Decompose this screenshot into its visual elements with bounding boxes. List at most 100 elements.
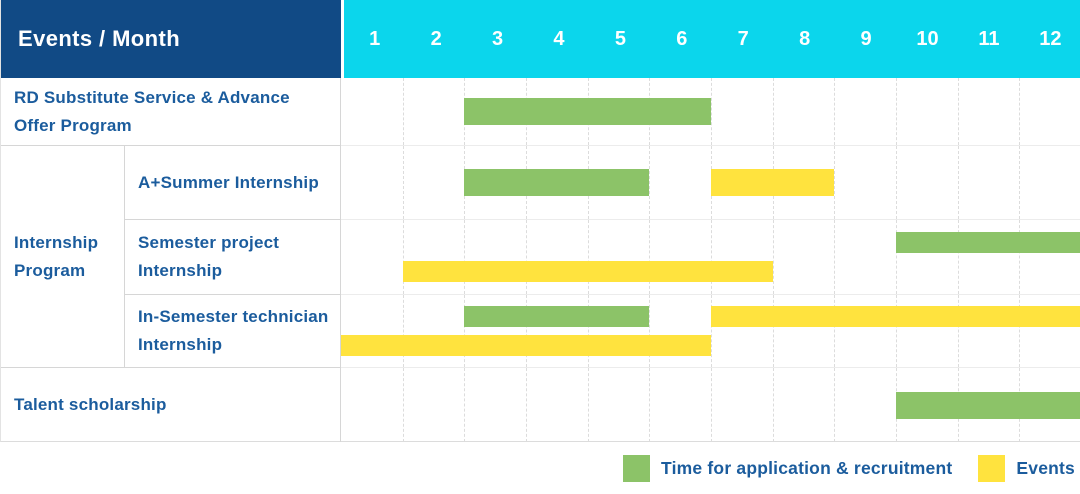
gantt-bar-application xyxy=(464,169,650,196)
row-label-semester-project-internship: Semester project Internship xyxy=(125,219,341,294)
legend-label-application: Time for application & recruitment xyxy=(661,457,953,478)
gantt-lanes xyxy=(341,295,1080,367)
month-gridline xyxy=(402,295,404,367)
gantt-lane xyxy=(341,391,1080,419)
month-gridline xyxy=(1019,78,1021,145)
month-gridline xyxy=(402,368,404,442)
month-gridline xyxy=(711,368,712,442)
month-gridline xyxy=(649,368,651,442)
month-gridline xyxy=(896,295,897,367)
gantt-bar-event xyxy=(711,169,835,196)
page-title: Events / Month xyxy=(18,26,181,51)
month-gridline xyxy=(649,146,651,219)
month-gridline xyxy=(1019,220,1021,294)
month-header-row: 1 2 3 4 5 6 7 8 9 10 11 12 xyxy=(341,0,1080,78)
gantt-lane xyxy=(341,306,1080,327)
month-gridline xyxy=(464,220,466,294)
gantt-lane xyxy=(341,98,1080,125)
month-gridline xyxy=(649,220,651,294)
gantt-lane xyxy=(341,169,1080,196)
month-header-cell: 11 xyxy=(978,27,1000,50)
legend-swatch-events-icon xyxy=(978,454,1006,482)
gantt-lanes xyxy=(341,78,1080,145)
month-gridline xyxy=(1019,146,1021,219)
legend-label-events: Events xyxy=(1016,457,1075,478)
month-gridline xyxy=(834,368,836,442)
month-gridline xyxy=(464,295,466,367)
row-label-text: Semester project Internship xyxy=(138,233,280,280)
events-table: Events / Month 1 2 3 4 5 6 7 8 9 10 11 12 RD Substi… xyxy=(0,0,1080,442)
gantt-bar-event xyxy=(711,306,1080,327)
month-gridline xyxy=(711,220,712,294)
row-label-rd-substitute-service: RD Substitute Service & Advance Offer Pr… xyxy=(1,78,341,145)
month-header-cell: 3 xyxy=(491,27,504,50)
month-gridline xyxy=(957,220,959,294)
gantt-bar-application xyxy=(896,391,1080,419)
chart-row-talent-scholarship xyxy=(341,367,1080,442)
chart-row-rd-substitute-service xyxy=(341,78,1080,145)
gantt-lane xyxy=(341,232,1080,253)
gantt-bar-application xyxy=(464,306,650,327)
gantt-bar-application xyxy=(464,98,711,125)
month-header-cell: 12 xyxy=(1039,27,1062,50)
month-header-cell: 10 xyxy=(916,27,939,50)
row-label-text: Talent scholarship xyxy=(14,395,167,414)
month-gridline xyxy=(772,368,774,442)
month-gridline xyxy=(896,146,897,219)
month-gridline xyxy=(834,78,836,145)
month-gridline xyxy=(834,220,836,294)
month-header-cell: 9 xyxy=(860,27,872,50)
month-gridline xyxy=(587,220,589,294)
gantt-lane xyxy=(341,335,1080,356)
month-header-cell: 4 xyxy=(553,27,565,50)
month-header-cell: 7 xyxy=(737,27,749,50)
month-header-cell: 5 xyxy=(614,27,626,50)
chart-row-semester-project-internship xyxy=(341,219,1080,294)
gantt-lanes xyxy=(341,368,1080,442)
legend: Time for application & recruitment Event… xyxy=(0,442,1080,494)
row-label-text: A+Summer Internship xyxy=(138,172,319,192)
month-gridline xyxy=(772,220,774,294)
row-label-a-summer-internship: A+Summer Internship xyxy=(125,145,341,219)
month-gridline xyxy=(711,295,712,367)
month-gridline xyxy=(772,78,774,145)
month-gridline xyxy=(834,295,836,367)
month-header-cell: 2 xyxy=(430,27,442,50)
month-gridline xyxy=(587,368,589,442)
month-gridline xyxy=(834,146,836,219)
month-gridline xyxy=(896,78,897,145)
month-header-cell: 8 xyxy=(799,27,811,50)
chart-row-a-summer-internship xyxy=(341,145,1080,219)
gantt-bar-event xyxy=(341,335,711,356)
month-gridline xyxy=(1019,295,1021,367)
month-header-cell: 6 xyxy=(676,27,688,50)
chart-row-in-semester-technician-internship xyxy=(341,294,1080,367)
month-gridline xyxy=(957,295,959,367)
month-gridline xyxy=(957,78,959,145)
month-gridline xyxy=(526,220,527,294)
month-gridline xyxy=(649,295,651,367)
month-gridline xyxy=(526,368,527,442)
gantt-lanes xyxy=(341,146,1080,219)
month-gridline xyxy=(402,146,404,219)
month-gridline xyxy=(402,78,404,145)
group-label-internship-program: Internship Program xyxy=(1,145,125,367)
month-header-cell: 1 xyxy=(369,27,381,50)
month-gridline xyxy=(896,220,897,294)
month-gridline xyxy=(402,220,404,294)
month-gridline xyxy=(464,368,466,442)
month-gridline xyxy=(711,78,712,145)
month-gridline xyxy=(587,295,589,367)
gantt-bar-application xyxy=(896,232,1080,253)
group-label-text: Internship Program xyxy=(14,232,99,280)
gantt-lane xyxy=(341,261,1080,282)
header-title-cell: Events / Month xyxy=(1,0,341,78)
legend-swatch-application-icon xyxy=(623,454,651,482)
month-gridline xyxy=(957,146,959,219)
gantt-bar-event xyxy=(402,261,773,282)
row-label-in-semester-technician-internship: In-Semester technician Internship xyxy=(125,294,341,367)
month-gridline xyxy=(526,295,527,367)
row-label-text: In-Semester technician Internship xyxy=(138,307,329,354)
row-label-text: RD Substitute Service & Advance Offer Pr… xyxy=(14,87,290,135)
